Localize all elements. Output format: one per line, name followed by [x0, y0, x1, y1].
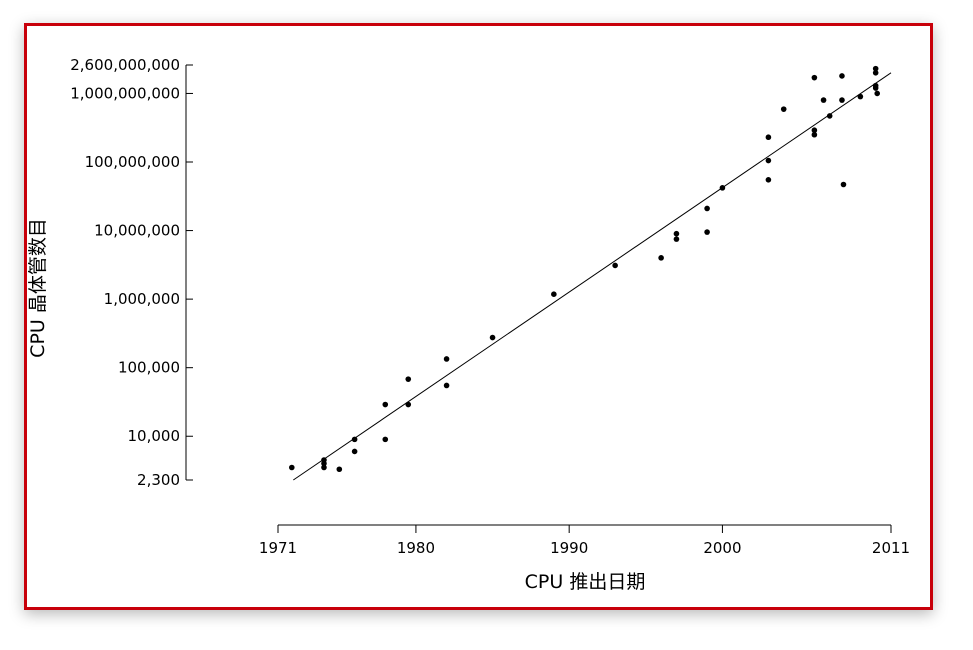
data-point [382, 401, 389, 408]
trend-line-group [293, 72, 892, 481]
data-point [336, 466, 343, 473]
x-tick-label: 1990 [550, 539, 588, 557]
data-point [872, 70, 879, 76]
data-point [839, 73, 845, 79]
data-point [443, 382, 450, 389]
y-axis: 2,600,000,000 1,000,000,000 100,000,000 10,… [70, 56, 193, 489]
y-tick-label: 2,600,000,000 [70, 56, 180, 74]
data-point [551, 291, 557, 297]
data-point [765, 157, 772, 164]
data-point [673, 230, 680, 237]
trend-line [293, 72, 892, 481]
data-points [288, 65, 881, 473]
data-point [673, 236, 680, 242]
x-tick-label: 1971 [259, 539, 297, 557]
data-point [765, 134, 772, 141]
data-point [351, 448, 358, 455]
x-tick-label: 1980 [397, 539, 435, 557]
data-point [405, 401, 412, 408]
y-tick-label: 100,000 [118, 359, 180, 377]
data-point [489, 334, 496, 341]
data-point [811, 127, 818, 134]
data-point [839, 97, 845, 103]
data-point [811, 131, 818, 138]
chart-frame [24, 23, 933, 610]
x-tick-label: 2000 [703, 539, 741, 557]
data-point [704, 205, 710, 212]
x-axis-title: CPU 推出日期 [525, 571, 646, 593]
data-point [704, 229, 710, 235]
y-tick-label: 1,000,000 [104, 290, 180, 308]
data-point [765, 177, 772, 183]
data-point [382, 436, 389, 443]
data-point [351, 436, 358, 443]
data-point [874, 90, 881, 97]
data-point [872, 65, 879, 72]
data-point [321, 464, 327, 471]
data-point [811, 74, 818, 81]
y-tick-label: 10,000,000 [94, 222, 180, 240]
data-point [658, 255, 664, 261]
data-point [840, 181, 847, 188]
data-point [612, 262, 618, 269]
data-point [443, 356, 450, 362]
x-tick-label: 2011 [872, 539, 910, 557]
data-point [857, 93, 864, 100]
data-point [719, 185, 726, 191]
y-tick-label: 100,000,000 [85, 153, 180, 171]
x-axis: 1971 1980 1990 2000 2011 [259, 524, 910, 557]
data-point [288, 464, 295, 471]
y-axis-title: CPU 晶体管数目 [27, 218, 49, 358]
data-point [405, 376, 412, 382]
data-point [826, 113, 833, 119]
y-tick-label: 1,000,000,000 [70, 84, 180, 102]
data-point [321, 460, 327, 467]
data-point [872, 85, 879, 91]
y-tick-label: 2,300 [137, 471, 180, 489]
data-point [820, 97, 827, 103]
data-point [780, 106, 787, 112]
y-tick-label: 10,000 [128, 427, 181, 445]
